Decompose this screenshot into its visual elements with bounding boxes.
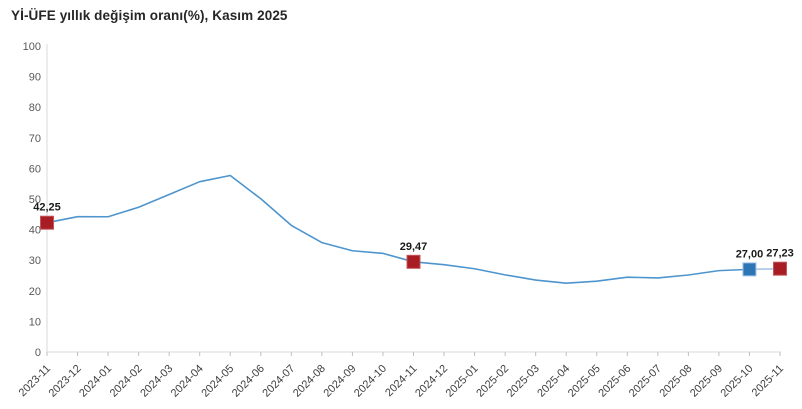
x-tick-label: 2025-10 [719,363,756,400]
data-point-label: 42,25 [33,202,61,214]
y-tick-label: 80 [29,102,41,114]
x-tick-label: 2024-01 [77,363,114,400]
y-tick-label: 10 [29,316,41,328]
x-tick-label: 2023-12 [47,363,84,400]
x-tick-label: 2025-03 [505,363,542,400]
y-tick-label: 0 [35,347,41,359]
data-point-label: 29,47 [400,241,428,253]
x-tick-label: 2025-04 [535,363,572,400]
x-tick-label: 2024-04 [169,363,206,400]
y-tick-label: 90 [29,72,41,84]
x-tick-label: 2025-02 [474,363,511,400]
data-point-marker [773,261,787,276]
x-tick-label: 2025-11 [750,363,786,399]
x-tick-label: 2024-11 [383,363,419,399]
series-line [46,174,750,284]
x-tick-label: 2023-11 [17,363,53,399]
x-tick-label: 2025-06 [596,363,633,400]
x-tick-label: 2024-03 [138,363,175,400]
x-tick-label: 2024-08 [291,363,328,400]
chart-title: Yİ-ÜFE yıllık değişim oranı(%), Kasım 20… [11,8,288,23]
y-tick-label: 60 [29,163,41,175]
x-tick-label: 2024-05 [199,363,236,400]
x-tick-label: 2025-01 [444,363,481,400]
x-tick-label: 2025-07 [627,363,664,400]
y-tick-label: 40 [29,225,41,237]
y-tick-label: 50 [29,194,41,206]
y-tick-label: 70 [29,133,41,145]
x-tick-label: 2024-07 [260,363,297,400]
data-point-marker [40,215,54,230]
x-tick-label: 2025-05 [566,363,603,400]
x-tick-label: 2024-12 [413,363,450,400]
x-tick-label: 2024-10 [352,363,389,400]
y-tick-label: 20 [29,286,41,298]
x-tick-label: 2025-08 [657,363,694,400]
x-tick-label: 2024-09 [322,363,359,400]
data-point-label: 27,00 [736,248,764,260]
x-tick-label: 2024-06 [230,363,267,400]
y-tick-label: 30 [29,255,41,267]
data-point-marker [406,254,421,269]
data-point-label: 27,23 [766,248,794,260]
data-point-marker [742,262,757,277]
x-tick-label: 2025-09 [688,363,725,400]
y-tick-label: 100 [23,41,41,53]
x-tick-label: 2024-02 [108,363,145,400]
